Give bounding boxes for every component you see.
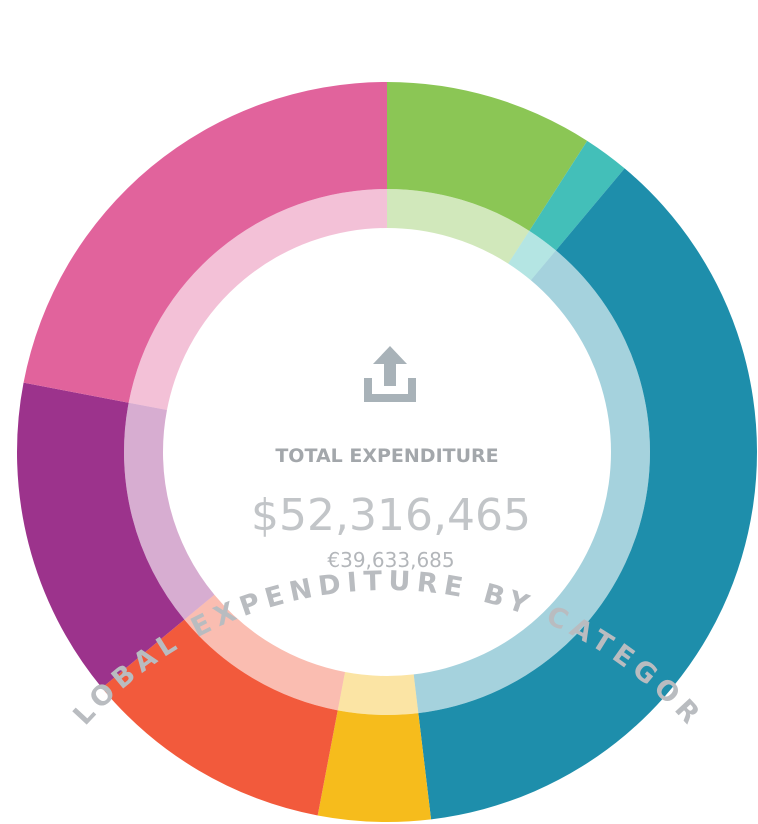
icon-tray [364, 378, 416, 402]
segment-inner [337, 672, 419, 716]
segment [529, 140, 625, 251]
center-subvalue: €39,633,685 [327, 548, 454, 572]
segment-inner [128, 189, 387, 411]
segment [418, 168, 757, 820]
segment-inner [413, 250, 651, 714]
icon-arrow [373, 346, 407, 386]
upload-icon [364, 346, 416, 402]
segment-inner [387, 189, 530, 264]
center-label: TOTAL EXPENDITURE [275, 445, 498, 467]
center-value: $52,316,465 [251, 490, 531, 541]
segment [16, 382, 185, 688]
segment [387, 82, 588, 231]
segment [101, 619, 338, 816]
segment-inner [123, 402, 215, 620]
segment [23, 82, 388, 403]
segment-inner [508, 230, 556, 281]
segment [317, 710, 432, 822]
segment-inner [184, 594, 346, 711]
donut [16, 82, 757, 822]
